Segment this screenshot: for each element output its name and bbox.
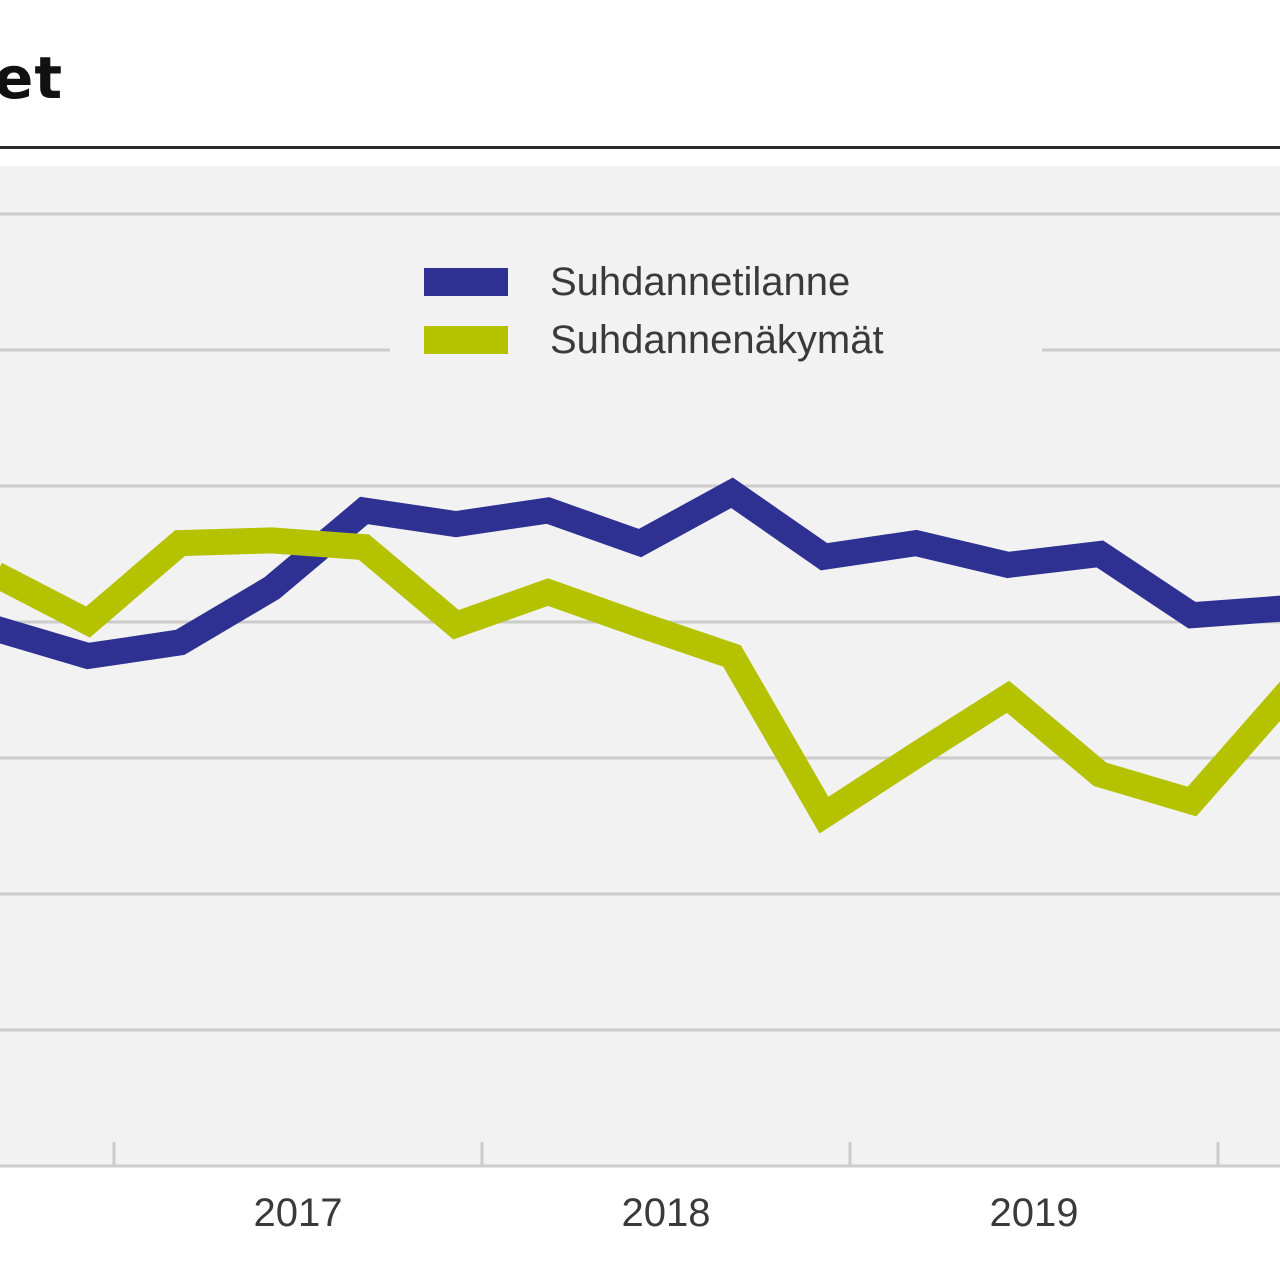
title-divider bbox=[0, 146, 1280, 149]
legend-swatch-suhdannenakymat bbox=[424, 326, 508, 354]
legend-swatch-suhdannetilanne bbox=[424, 268, 508, 296]
x-tick-label-2019: 2019 bbox=[990, 1191, 1079, 1235]
legend-label-suhdannenakymat: Suhdannenäkymät bbox=[550, 318, 884, 362]
legend: Suhdannetilanne Suhdannenäkymät bbox=[390, 240, 1042, 370]
page-title: et bbox=[0, 44, 64, 112]
series-line-suhdannetilanne bbox=[0, 477, 1280, 670]
x-axis: 2017 2018 2019 bbox=[0, 1142, 1280, 1235]
legend-label-suhdannetilanne: Suhdannetilanne bbox=[550, 260, 850, 304]
series-line-suhdannenakymat bbox=[0, 527, 1280, 834]
series-lines bbox=[0, 477, 1280, 834]
x-tick-label-2018: 2018 bbox=[622, 1191, 711, 1235]
x-tick-label-2017: 2017 bbox=[254, 1191, 343, 1235]
